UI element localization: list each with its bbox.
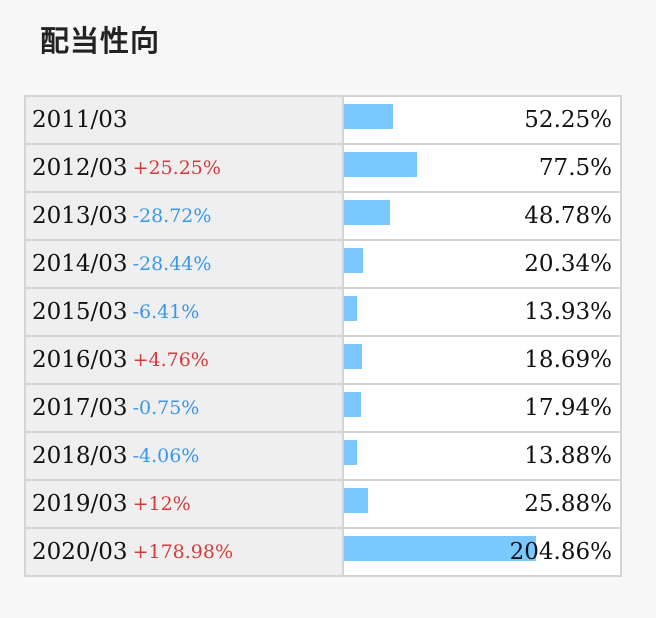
table-row: 2011/03 52.25% [26, 97, 620, 145]
year-cell: 2013/03 -28.72% [26, 193, 344, 239]
payout-value: 18.69% [524, 347, 612, 373]
year-cell: 2014/03 -28.44% [26, 241, 344, 287]
fiscal-year: 2011/03 [32, 107, 128, 133]
change-rate: -28.72% [132, 205, 212, 227]
payout-bar [344, 488, 368, 513]
payout-bar [344, 440, 357, 465]
bar-cell: 48.78% [344, 193, 620, 239]
fiscal-year: 2013/03 [32, 203, 128, 229]
payout-bar [344, 200, 390, 225]
payout-ratio-table: 2011/03 52.25% 2012/03 +25.25% 77.5% 201… [24, 95, 622, 577]
fiscal-year: 2012/03 [32, 155, 128, 181]
payout-bar [344, 248, 363, 273]
payout-bar [344, 104, 393, 129]
payout-value: 25.88% [524, 491, 612, 517]
year-cell: 2012/03 +25.25% [26, 145, 344, 191]
table-row: 2020/03 +178.98% 204.86% [26, 529, 620, 575]
table-row: 2016/03 +4.76% 18.69% [26, 337, 620, 385]
year-cell: 2015/03 -6.41% [26, 289, 344, 335]
year-cell: 2016/03 +4.76% [26, 337, 344, 383]
table-row: 2012/03 +25.25% 77.5% [26, 145, 620, 193]
payout-value: 48.78% [524, 203, 612, 229]
table-row: 2018/03 -4.06% 13.88% [26, 433, 620, 481]
bar-cell: 18.69% [344, 337, 620, 383]
fiscal-year: 2016/03 [32, 347, 128, 373]
fiscal-year: 2020/03 [32, 539, 128, 565]
year-cell: 2017/03 -0.75% [26, 385, 344, 431]
bar-cell: 77.5% [344, 145, 620, 191]
fiscal-year: 2018/03 [32, 443, 128, 469]
payout-bar [344, 344, 362, 369]
bar-cell: 17.94% [344, 385, 620, 431]
change-rate: +12% [132, 493, 191, 515]
bar-cell: 52.25% [344, 97, 620, 143]
bar-cell: 204.86% [344, 529, 620, 575]
table-row: 2013/03 -28.72% 48.78% [26, 193, 620, 241]
table-row: 2017/03 -0.75% 17.94% [26, 385, 620, 433]
payout-value: 52.25% [524, 107, 612, 133]
year-cell: 2018/03 -4.06% [26, 433, 344, 479]
table-row: 2015/03 -6.41% 13.93% [26, 289, 620, 337]
change-rate: +25.25% [132, 157, 221, 179]
year-cell: 2011/03 [26, 97, 344, 143]
change-rate: -6.41% [132, 301, 200, 323]
year-cell: 2019/03 +12% [26, 481, 344, 527]
change-rate: -4.06% [132, 445, 200, 467]
fiscal-year: 2017/03 [32, 395, 128, 421]
fiscal-year: 2014/03 [32, 251, 128, 277]
payout-bar [344, 536, 536, 561]
fiscal-year: 2015/03 [32, 299, 128, 325]
page-title: 配当性向 [40, 24, 161, 58]
payout-bar [344, 152, 417, 177]
year-cell: 2020/03 +178.98% [26, 529, 344, 575]
change-rate: -28.44% [132, 253, 212, 275]
change-rate: +4.76% [132, 349, 209, 371]
change-rate: -0.75% [132, 397, 200, 419]
bar-cell: 20.34% [344, 241, 620, 287]
table-row: 2019/03 +12% 25.88% [26, 481, 620, 529]
payout-bar [344, 392, 361, 417]
payout-value: 77.5% [538, 155, 612, 181]
payout-value: 204.86% [509, 539, 612, 565]
change-rate: +178.98% [132, 541, 234, 563]
bar-cell: 25.88% [344, 481, 620, 527]
payout-value: 17.94% [524, 395, 612, 421]
fiscal-year: 2019/03 [32, 491, 128, 517]
bar-cell: 13.93% [344, 289, 620, 335]
payout-bar [344, 296, 357, 321]
payout-value: 13.93% [524, 299, 612, 325]
table-row: 2014/03 -28.44% 20.34% [26, 241, 620, 289]
payout-value: 20.34% [524, 251, 612, 277]
payout-value: 13.88% [524, 443, 612, 469]
bar-cell: 13.88% [344, 433, 620, 479]
